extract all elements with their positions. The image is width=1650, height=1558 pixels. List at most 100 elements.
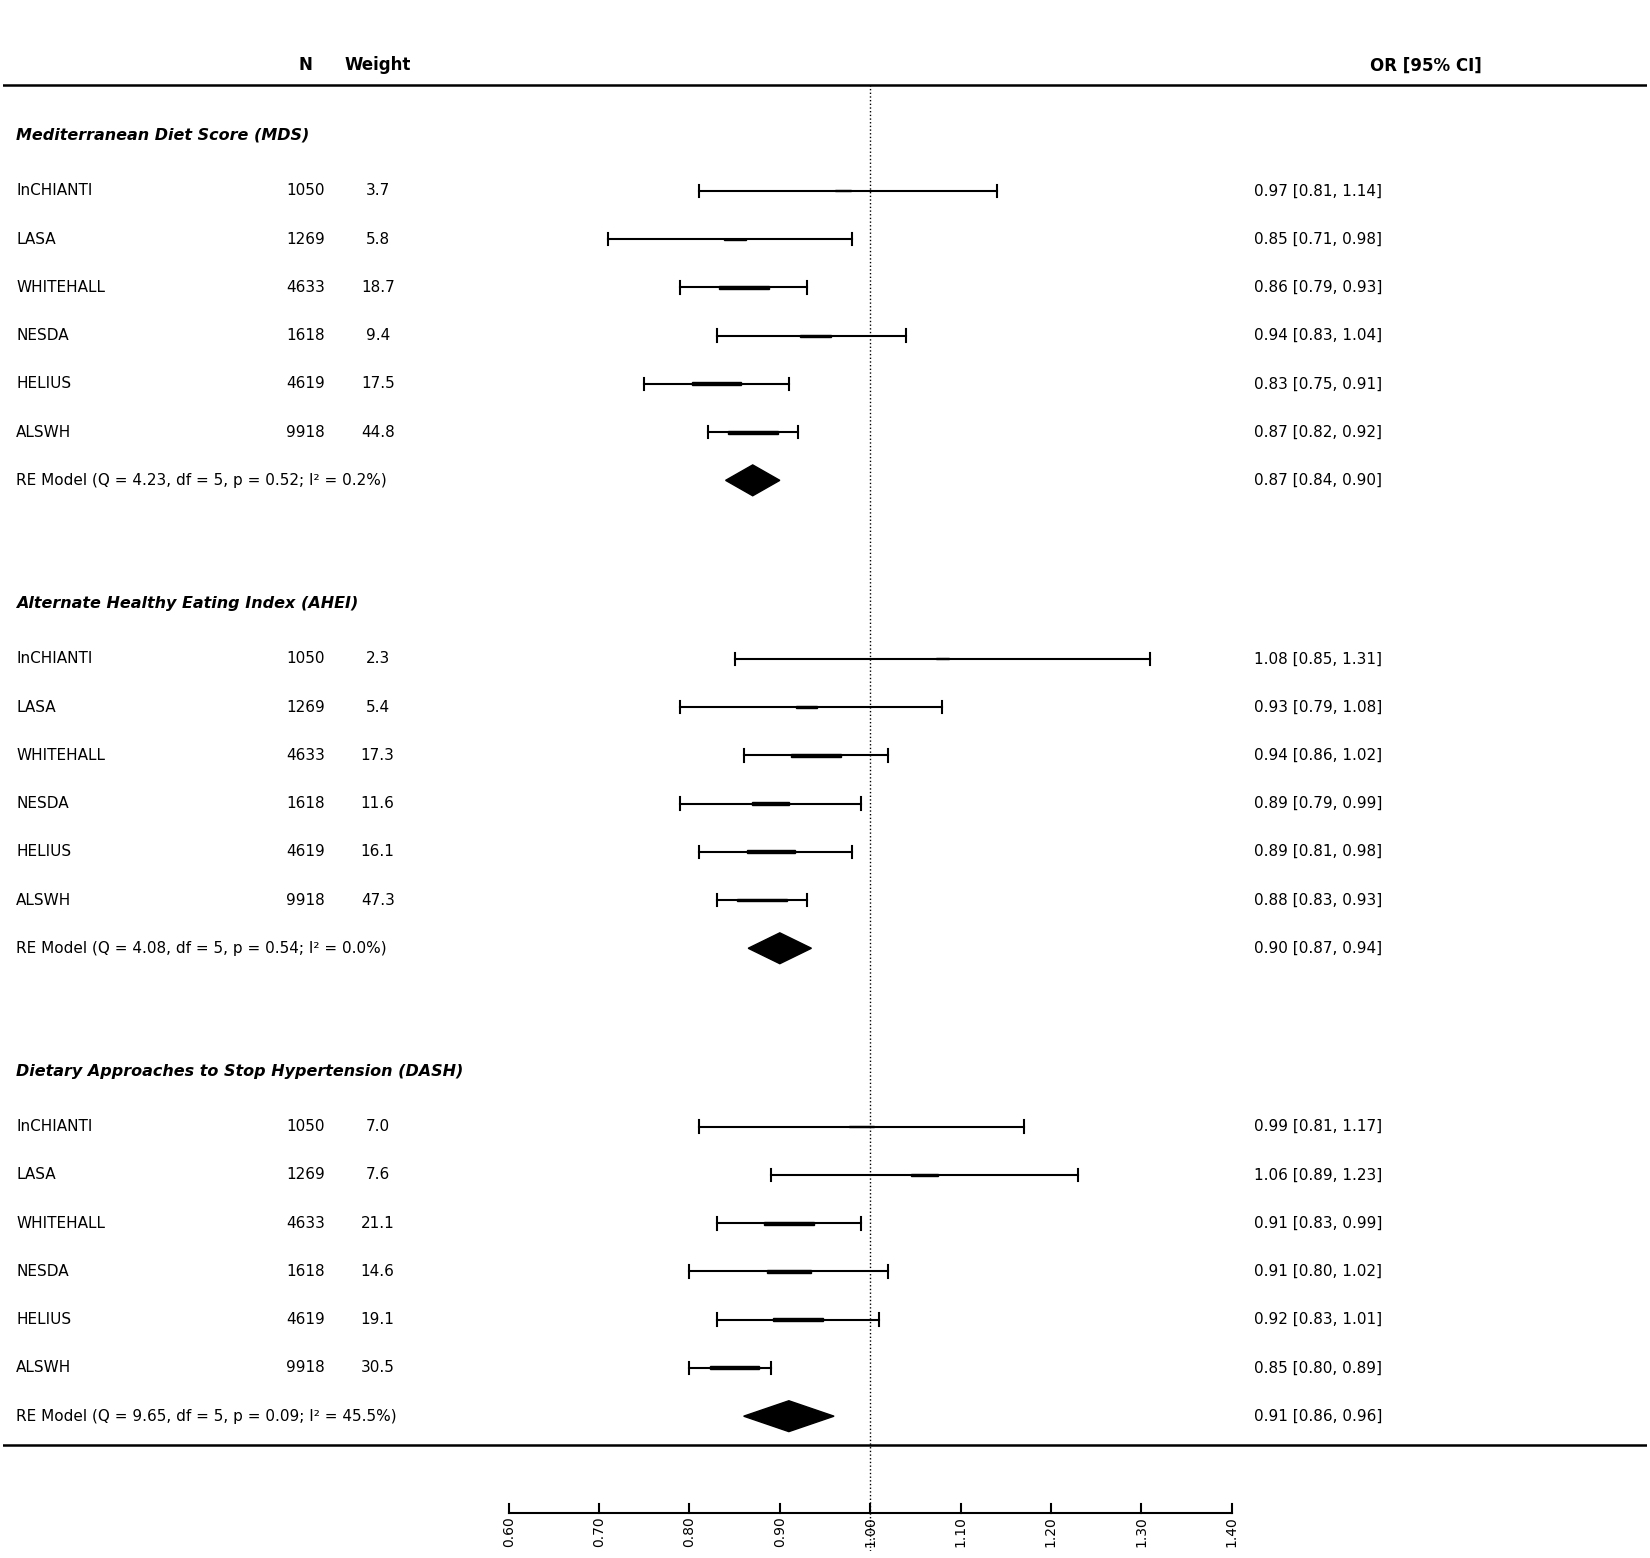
- Text: 0.90 [0.87, 0.94]: 0.90 [0.87, 0.94]: [1254, 941, 1383, 955]
- Text: NESDA: NESDA: [16, 796, 69, 812]
- Text: 0.88 [0.83, 0.93]: 0.88 [0.83, 0.93]: [1254, 893, 1383, 907]
- Text: 7.6: 7.6: [366, 1167, 389, 1183]
- Text: 4619: 4619: [285, 844, 325, 860]
- Text: OR [95% CI]: OR [95% CI]: [1370, 56, 1482, 75]
- Text: 0.83 [0.75, 0.91]: 0.83 [0.75, 0.91]: [1254, 377, 1383, 391]
- Text: 0.90: 0.90: [772, 1516, 787, 1547]
- Text: 0.91 [0.83, 0.99]: 0.91 [0.83, 0.99]: [1254, 1215, 1383, 1231]
- Text: 7.0: 7.0: [366, 1119, 389, 1134]
- Text: 16.1: 16.1: [361, 844, 394, 860]
- Text: Dietary Approaches to Stop Hypertension (DASH): Dietary Approaches to Stop Hypertension …: [16, 1064, 464, 1078]
- Text: 0.86 [0.79, 0.93]: 0.86 [0.79, 0.93]: [1254, 280, 1383, 294]
- Text: 0.60: 0.60: [502, 1516, 516, 1547]
- Text: 1618: 1618: [285, 1264, 325, 1279]
- Text: 0.87 [0.82, 0.92]: 0.87 [0.82, 0.92]: [1254, 425, 1383, 439]
- Text: 1050: 1050: [285, 184, 325, 198]
- Text: InCHIANTI: InCHIANTI: [16, 1119, 92, 1134]
- Text: 0.85 [0.80, 0.89]: 0.85 [0.80, 0.89]: [1254, 1360, 1383, 1376]
- Text: NESDA: NESDA: [16, 1264, 69, 1279]
- Text: 4633: 4633: [285, 280, 325, 294]
- Text: HELIUS: HELIUS: [16, 844, 71, 860]
- Text: RE Model (Q = 9.65, df = 5, p = 0.09; I² = 45.5%): RE Model (Q = 9.65, df = 5, p = 0.09; I²…: [16, 1408, 398, 1424]
- Bar: [767, 1270, 810, 1273]
- Text: ALSWH: ALSWH: [16, 893, 71, 907]
- Text: WHITEHALL: WHITEHALL: [16, 748, 106, 763]
- Text: 0.70: 0.70: [592, 1516, 606, 1547]
- Text: 14.6: 14.6: [361, 1264, 394, 1279]
- Text: 11.6: 11.6: [361, 796, 394, 812]
- Text: 47.3: 47.3: [361, 893, 394, 907]
- Bar: [790, 754, 842, 757]
- Text: 0.80: 0.80: [683, 1516, 696, 1547]
- Text: 1269: 1269: [285, 232, 325, 246]
- Bar: [752, 802, 789, 804]
- Bar: [738, 899, 787, 902]
- Text: 1269: 1269: [285, 1167, 325, 1183]
- Text: 0.92 [0.83, 1.01]: 0.92 [0.83, 1.01]: [1254, 1312, 1383, 1327]
- Text: 4633: 4633: [285, 748, 325, 763]
- Text: LASA: LASA: [16, 700, 56, 715]
- Bar: [691, 382, 741, 385]
- Text: 0.91 [0.86, 0.96]: 0.91 [0.86, 0.96]: [1254, 1408, 1383, 1424]
- Polygon shape: [747, 933, 812, 964]
- Text: ALSWH: ALSWH: [16, 1360, 71, 1376]
- Text: 3.7: 3.7: [366, 184, 389, 198]
- Text: N: N: [299, 56, 312, 75]
- Text: 0.85 [0.71, 0.98]: 0.85 [0.71, 0.98]: [1254, 232, 1383, 246]
- Text: 0.94 [0.83, 1.04]: 0.94 [0.83, 1.04]: [1254, 329, 1383, 343]
- Text: InCHIANTI: InCHIANTI: [16, 651, 92, 667]
- Polygon shape: [726, 464, 780, 495]
- Text: 0.97 [0.81, 1.14]: 0.97 [0.81, 1.14]: [1254, 184, 1383, 198]
- Text: Weight: Weight: [345, 56, 411, 75]
- Text: 0.87 [0.84, 0.90]: 0.87 [0.84, 0.90]: [1254, 472, 1383, 488]
- Text: 1050: 1050: [285, 1119, 325, 1134]
- Bar: [747, 851, 795, 854]
- Text: 21.1: 21.1: [361, 1215, 394, 1231]
- Text: 0.89 [0.81, 0.98]: 0.89 [0.81, 0.98]: [1254, 844, 1383, 860]
- Text: RE Model (Q = 4.23, df = 5, p = 0.52; I² = 0.2%): RE Model (Q = 4.23, df = 5, p = 0.52; I²…: [16, 472, 388, 488]
- Bar: [800, 335, 832, 337]
- Text: 0.94 [0.86, 1.02]: 0.94 [0.86, 1.02]: [1254, 748, 1383, 763]
- Text: 1.00: 1.00: [863, 1516, 878, 1547]
- Text: 1269: 1269: [285, 700, 325, 715]
- Text: InCHIANTI: InCHIANTI: [16, 184, 92, 198]
- Text: 1.06 [0.89, 1.23]: 1.06 [0.89, 1.23]: [1254, 1167, 1383, 1183]
- Bar: [710, 1366, 759, 1369]
- Text: 1.40: 1.40: [1224, 1516, 1239, 1547]
- Text: 9918: 9918: [285, 1360, 325, 1376]
- Text: 1.30: 1.30: [1134, 1516, 1148, 1547]
- Text: 4619: 4619: [285, 1312, 325, 1327]
- Text: 1.10: 1.10: [954, 1516, 967, 1547]
- Text: 4619: 4619: [285, 377, 325, 391]
- Text: LASA: LASA: [16, 232, 56, 246]
- Text: 0.91 [0.80, 1.02]: 0.91 [0.80, 1.02]: [1254, 1264, 1383, 1279]
- Text: Alternate Healthy Eating Index (AHEI): Alternate Healthy Eating Index (AHEI): [16, 595, 358, 611]
- Text: 19.1: 19.1: [361, 1312, 394, 1327]
- Bar: [728, 430, 777, 433]
- Text: 5.4: 5.4: [366, 700, 389, 715]
- Text: 1050: 1050: [285, 651, 325, 667]
- Text: 4633: 4633: [285, 1215, 325, 1231]
- Text: 1618: 1618: [285, 796, 325, 812]
- Bar: [774, 1318, 823, 1321]
- Text: 1.08 [0.85, 1.31]: 1.08 [0.85, 1.31]: [1254, 651, 1383, 667]
- Bar: [719, 287, 769, 288]
- Text: WHITEHALL: WHITEHALL: [16, 1215, 106, 1231]
- Text: 9.4: 9.4: [366, 329, 389, 343]
- Text: 0.93 [0.79, 1.08]: 0.93 [0.79, 1.08]: [1254, 700, 1383, 715]
- Text: 1.20: 1.20: [1044, 1516, 1058, 1547]
- Text: Mediterranean Diet Score (MDS): Mediterranean Diet Score (MDS): [16, 128, 310, 143]
- Polygon shape: [744, 1401, 833, 1432]
- Text: 0.99 [0.81, 1.17]: 0.99 [0.81, 1.17]: [1254, 1119, 1383, 1134]
- Text: 17.5: 17.5: [361, 377, 394, 391]
- Text: HELIUS: HELIUS: [16, 1312, 71, 1327]
- Text: 44.8: 44.8: [361, 425, 394, 439]
- Text: 1618: 1618: [285, 329, 325, 343]
- Text: 9918: 9918: [285, 893, 325, 907]
- Bar: [764, 1221, 813, 1225]
- Text: RE Model (Q = 4.08, df = 5, p = 0.54; I² = 0.0%): RE Model (Q = 4.08, df = 5, p = 0.54; I²…: [16, 941, 388, 955]
- Text: 9918: 9918: [285, 425, 325, 439]
- Text: WHITEHALL: WHITEHALL: [16, 280, 106, 294]
- Text: HELIUS: HELIUS: [16, 377, 71, 391]
- Text: 30.5: 30.5: [361, 1360, 394, 1376]
